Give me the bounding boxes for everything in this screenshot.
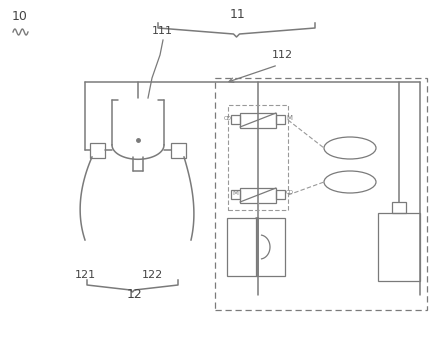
Text: 112: 112 xyxy=(272,50,293,60)
Bar xyxy=(240,188,276,203)
Text: 122: 122 xyxy=(142,270,163,280)
Bar xyxy=(228,105,288,210)
Bar xyxy=(90,143,105,158)
Text: CD: CD xyxy=(286,191,294,195)
Text: CD: CD xyxy=(224,116,232,120)
Text: 121: 121 xyxy=(75,270,96,280)
Text: 12: 12 xyxy=(127,288,142,301)
Text: 10: 10 xyxy=(12,10,28,23)
Bar xyxy=(227,218,285,276)
Bar xyxy=(276,190,285,199)
Text: M: M xyxy=(286,115,292,121)
Bar xyxy=(276,115,285,124)
Bar xyxy=(231,115,240,124)
Bar xyxy=(171,143,186,158)
Bar xyxy=(231,190,240,199)
Bar xyxy=(240,113,276,128)
Text: 111: 111 xyxy=(152,26,173,36)
Text: M: M xyxy=(232,190,238,196)
Bar xyxy=(392,202,406,213)
Text: 11: 11 xyxy=(229,8,245,21)
Bar xyxy=(378,213,420,281)
Bar xyxy=(215,78,427,310)
